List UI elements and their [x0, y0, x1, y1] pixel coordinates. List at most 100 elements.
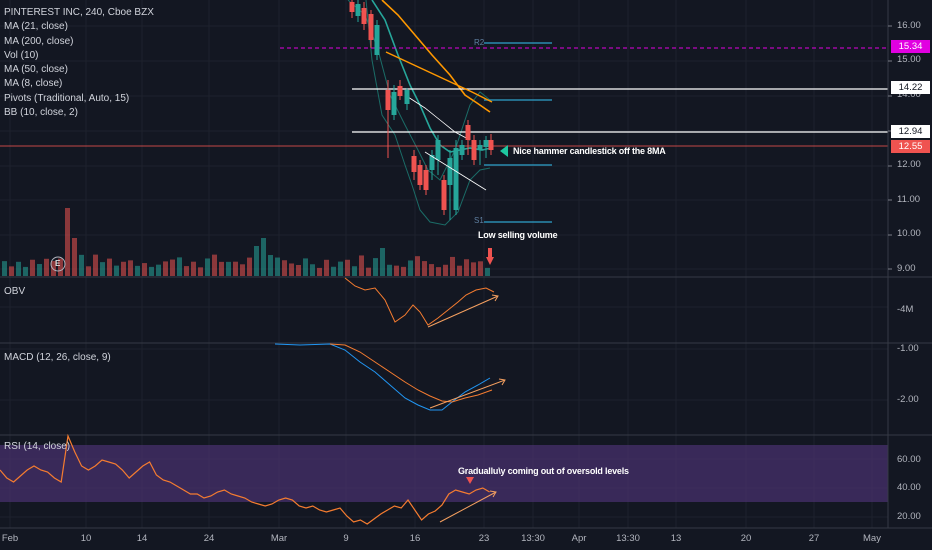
- price-tag-last: 12.55: [891, 140, 930, 153]
- legend-item-ma21[interactable]: MA (21, close): [4, 21, 68, 33]
- time-axis-label: 13:30: [616, 533, 640, 544]
- legend-item-vol[interactable]: Vol (10): [4, 49, 39, 61]
- time-axis-label: 24: [203, 533, 215, 544]
- volume-bar: [93, 254, 98, 276]
- candle-body: [368, 14, 374, 40]
- candle-body: [349, 2, 355, 12]
- rsi-arrow: [466, 477, 474, 484]
- legend-item-ma50[interactable]: MA (50, close): [4, 64, 68, 76]
- annotation-rsi[interactable]: Graduallu\y coming out of oversold level…: [458, 466, 629, 476]
- macd-pane-label[interactable]: MACD (12, 26, close, 9): [4, 352, 111, 363]
- candle-body: [385, 90, 391, 110]
- candle-body: [355, 4, 361, 16]
- volume-bar: [16, 261, 21, 276]
- horizontal-levels: [0, 42, 888, 223]
- macd-axis-label: -2.00: [897, 394, 919, 405]
- volume-bar: [261, 238, 266, 276]
- volume-bars: [2, 208, 490, 276]
- candle-body: [471, 140, 477, 160]
- ma-aux-line: [407, 96, 471, 141]
- volume-bar: [464, 259, 469, 276]
- macd-axis-label: -1.00: [897, 343, 919, 354]
- volume-bar: [247, 257, 252, 276]
- volume-bar: [65, 208, 70, 276]
- volume-bar: [149, 266, 154, 276]
- volume-bar: [310, 264, 315, 276]
- volume-bar: [142, 263, 147, 276]
- obv-pane-label[interactable]: OBV: [4, 286, 26, 297]
- arrow-head: [491, 294, 499, 302]
- candle-body: [397, 86, 403, 96]
- legend-item-pivots[interactable]: Pivots (Traditional, Auto, 15): [4, 92, 130, 104]
- volume-bar: [436, 267, 441, 276]
- volume-bar: [471, 262, 476, 276]
- volume-bar: [296, 264, 301, 276]
- earnings-marker[interactable]: E: [55, 259, 61, 268]
- volume-arrow: [486, 257, 494, 265]
- arrow-head: [489, 490, 497, 498]
- legend-item-ma200[interactable]: MA (200, close): [4, 35, 74, 47]
- annotation-low-volume[interactable]: Low selling volume: [478, 230, 558, 240]
- obv-axis-label: -4M: [897, 304, 914, 315]
- rsi-band: [0, 445, 888, 502]
- candlesticks: [349, 0, 494, 220]
- obv-trend-line: [427, 295, 499, 328]
- volume-bar: [268, 255, 273, 276]
- volume-bar: [317, 267, 322, 276]
- earnings-circle: [50, 256, 66, 272]
- volume-bar: [254, 246, 259, 276]
- volume-bar: [478, 261, 483, 276]
- volume-bar: [170, 259, 175, 276]
- volume-bar: [429, 264, 434, 276]
- axis-frame: [0, 0, 932, 529]
- pivot-label-r2: R2: [474, 38, 485, 47]
- candle-body: [435, 140, 441, 160]
- ma21-line: [381, 0, 491, 113]
- candle-body: [429, 155, 435, 170]
- volume-bar: [163, 261, 168, 276]
- volume-bar: [100, 262, 105, 276]
- candle-body: [483, 140, 489, 147]
- volume-bar: [422, 261, 427, 276]
- price-axis-label: 11.00: [897, 194, 921, 205]
- macd-signal-line: [329, 343, 493, 403]
- volume-bar: [338, 261, 343, 276]
- volume-bar: [324, 259, 329, 276]
- candle-body: [374, 25, 380, 55]
- volume-bar: [205, 258, 210, 276]
- rsi-line: [0, 433, 490, 525]
- volume-bar: [51, 261, 56, 276]
- volume-bar: [373, 258, 378, 276]
- price-axis-label: 15.00: [897, 54, 921, 65]
- volume-bar: [128, 260, 133, 276]
- candle-body: [459, 145, 465, 155]
- price-axis-label: 14.00: [897, 89, 921, 100]
- candle-body: [417, 165, 423, 185]
- volume-bar: [352, 266, 357, 276]
- pivot-label-s1: S1: [474, 216, 484, 225]
- annotation-hammer[interactable]: Nice hammer candlestick off the 8MA: [513, 146, 666, 156]
- symbol-title[interactable]: PINTEREST INC, 240, Cboe BZX: [4, 7, 154, 18]
- macd-lines: [274, 343, 493, 411]
- pane-separators[interactable]: [0, 276, 932, 436]
- candle-body: [477, 145, 483, 150]
- volume-bar: [79, 254, 84, 276]
- time-axis-label: 16: [409, 533, 421, 544]
- volume-bar: [457, 265, 462, 276]
- legend-item-ma8[interactable]: MA (8, close): [4, 78, 63, 90]
- trend-drawings[interactable]: [50, 51, 508, 523]
- volume-bar: [191, 261, 196, 276]
- legend-item-bb[interactable]: BB (10, close, 2): [4, 107, 78, 119]
- ma8-line: [371, 0, 492, 153]
- volume-bar: [485, 267, 490, 276]
- volume-bar: [86, 266, 91, 276]
- macd-line: [274, 343, 491, 411]
- rsi-pane-label[interactable]: RSI (14, close): [4, 441, 71, 452]
- volume-arrow-stem: [488, 248, 492, 257]
- volume-bar: [198, 267, 203, 276]
- moving-averages: [371, 0, 492, 153]
- volume-bar: [359, 255, 364, 276]
- volume-bar: [58, 258, 63, 276]
- time-axis-label: 23: [478, 533, 490, 544]
